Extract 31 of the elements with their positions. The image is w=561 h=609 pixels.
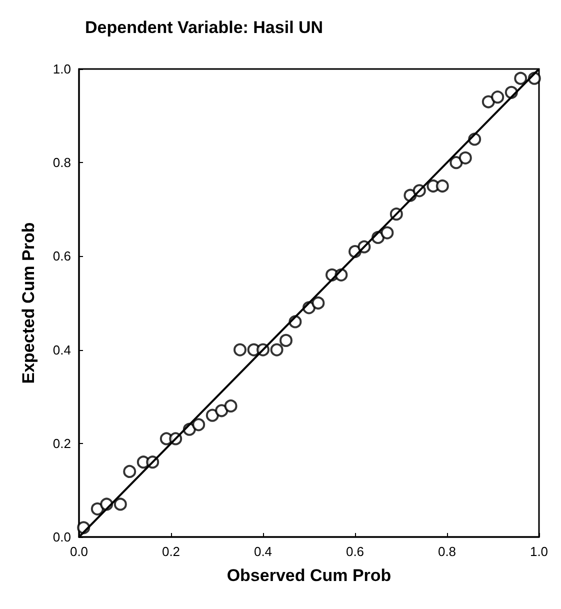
x-tick-label: 0.2 — [162, 544, 180, 559]
x-axis-title: Observed Cum Prob — [226, 566, 392, 585]
point — [192, 418, 206, 432]
y-axis-title: Expected Cum Prob — [19, 222, 38, 384]
y-tick-label: 0.8 — [52, 155, 71, 170]
x-tick-label: 0.0 — [70, 544, 88, 559]
point — [458, 151, 472, 164]
point — [491, 90, 504, 104]
point — [312, 296, 325, 310]
point — [234, 343, 246, 356]
y-tick-label: 1.0 — [52, 62, 71, 76]
y-tick-label: 0.6 — [52, 248, 71, 264]
x-tick-label: 0.8 — [438, 544, 456, 559]
point — [514, 72, 528, 85]
point — [280, 334, 292, 347]
x-tick-label: 0.4 — [254, 544, 272, 559]
point — [215, 404, 228, 418]
x-tick-label: 0.6 — [346, 544, 364, 559]
point — [123, 464, 136, 478]
y-tick-label: 0.2 — [52, 436, 71, 451]
point — [482, 95, 495, 108]
y-tick-label: 0.4 — [52, 342, 71, 358]
chart-title: Dependent Variable: Hasil UN — [85, 18, 324, 37]
y-tick-label: 0.0 — [52, 530, 71, 544]
point — [114, 498, 127, 511]
x-tick-label: 1.0 — [530, 544, 548, 559]
point — [270, 343, 284, 356]
point — [436, 180, 449, 192]
point — [224, 399, 238, 412]
point — [380, 226, 394, 240]
point — [206, 408, 219, 422]
